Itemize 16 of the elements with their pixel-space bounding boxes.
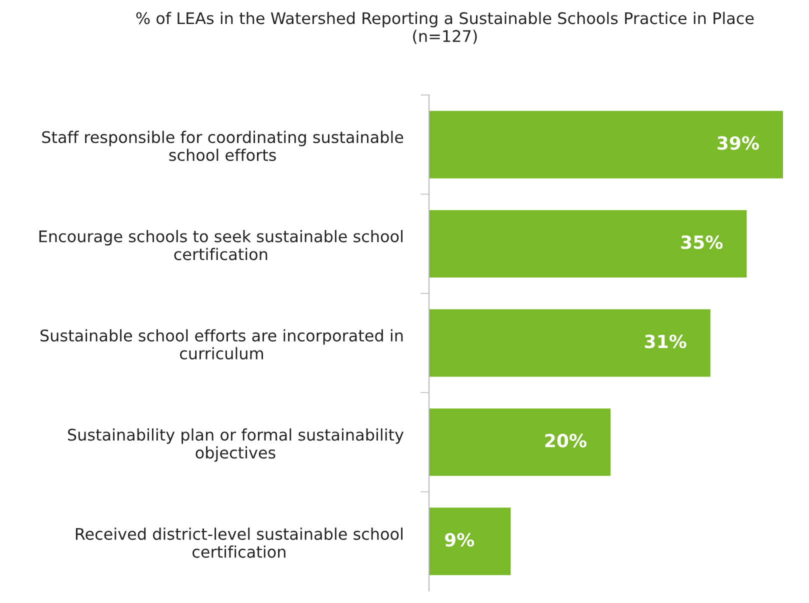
data-label: 20% (545, 434, 587, 448)
y-tick-label: Sustainability plan or formal sustainability objectives (68, 428, 404, 462)
y-tick-label: Sustainable school efforts are incorporated in curriculum (40, 329, 403, 360)
y-tick-label: Encourage schools to seek sustainable school certification (39, 230, 403, 260)
data-label: 35% (681, 235, 723, 250)
bar (429, 110, 783, 178)
bar (429, 309, 710, 377)
chart-title: % of LEAs in the Watershed Reporting a Sustainable Schools Practice in Place (n=127) (136, 12, 754, 44)
data-label: 39% (718, 136, 759, 150)
data-label: 9% (444, 532, 474, 547)
bar (429, 508, 511, 576)
data-label: 31% (644, 334, 686, 348)
bar (429, 408, 611, 476)
bar (429, 210, 747, 278)
y-tick-label: Staff responsible for coordinating sustainable school efforts (42, 130, 404, 162)
y-tick-label: Received district-level sustainable school certification (76, 528, 402, 558)
